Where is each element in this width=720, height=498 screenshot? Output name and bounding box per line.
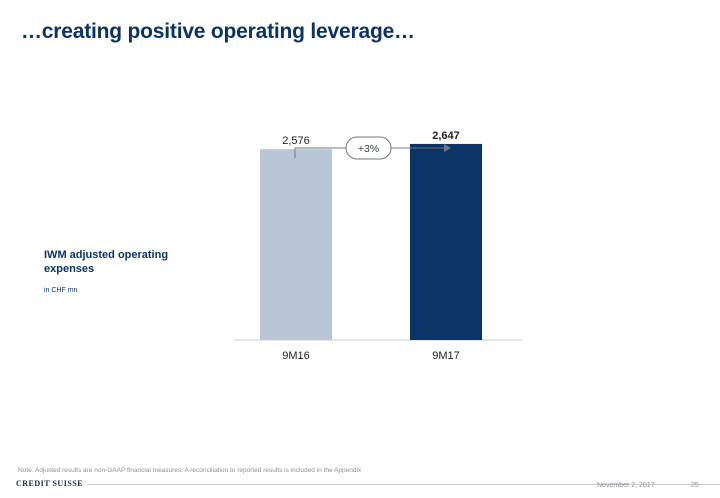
- page-number: 25: [691, 482, 699, 489]
- change-arrow-line: [294, 147, 346, 158]
- footnote: Note: Adjusted results are non-GAAP fina…: [18, 467, 362, 474]
- slide-title: …creating positive operating leverage…: [21, 20, 415, 43]
- bar-9m17: [410, 143, 482, 340]
- category-label-9m17: 9M17: [432, 350, 460, 362]
- category-label-9m16: 9M16: [282, 350, 310, 362]
- credit-suisse-logo: CREDIT SUISSE: [16, 479, 88, 488]
- footer-date: November 2, 2017: [597, 482, 655, 489]
- change-arrow: +3%: [294, 136, 451, 160]
- value-label-9m17: 2,647: [432, 130, 460, 142]
- bar-9m16: [260, 149, 332, 340]
- metric-label: IWM adjusted operating expenses: [44, 249, 169, 275]
- change-badge: [345, 136, 392, 160]
- change-arrow-head: [444, 144, 451, 152]
- footer-divider: [60, 484, 720, 485]
- metric-unit: in CHF mn: [44, 287, 78, 294]
- value-label-9m16: 2,576: [282, 135, 310, 147]
- change-label: +3%: [358, 143, 379, 155]
